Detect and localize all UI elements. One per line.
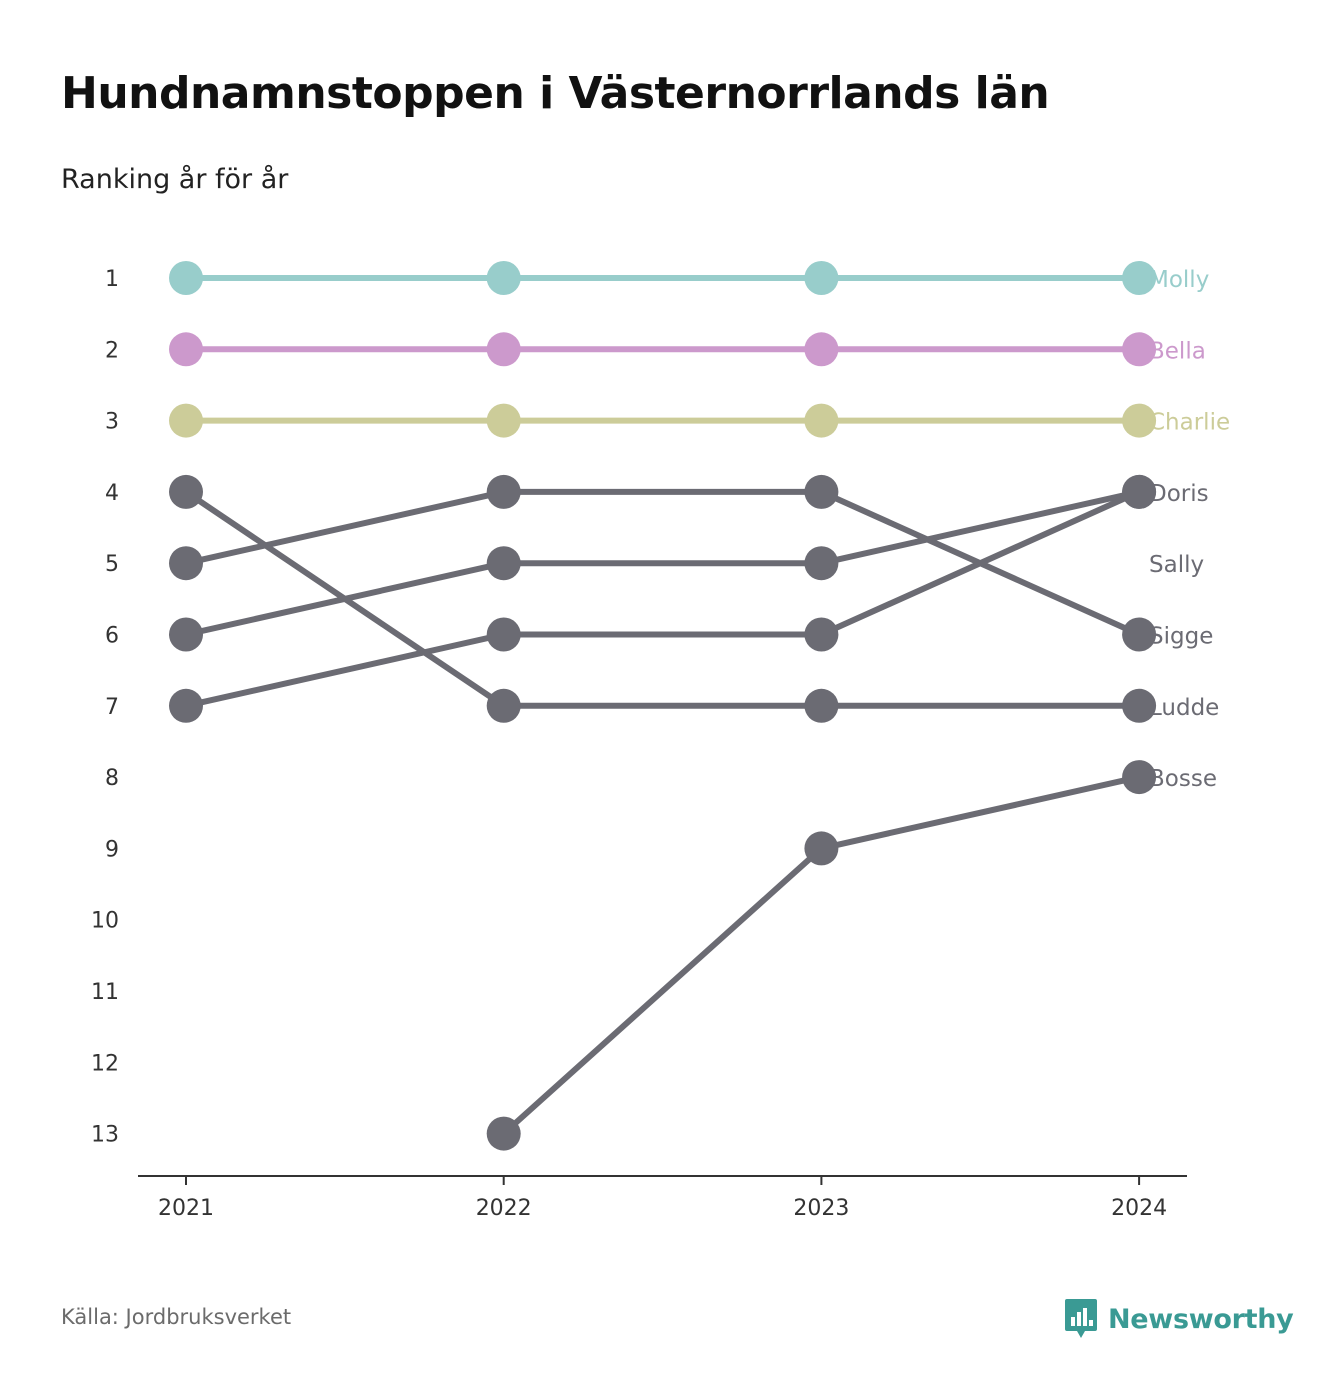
data-point-bella	[486, 332, 521, 367]
bar-chart-speech-bubble-icon	[1065, 1299, 1097, 1338]
data-point-ludde	[486, 688, 521, 723]
brand-logo[interactable]: Newsworthy	[1064, 1298, 1294, 1340]
end-label-bella: Bella	[1149, 338, 1206, 364]
y-tick-label: 12	[91, 1051, 119, 1076]
x-axis: 2021 2022 2023 2024	[138, 1175, 1187, 1221]
y-tick-label: 11	[91, 980, 119, 1005]
y-tick-label: 2	[105, 338, 119, 363]
y-tick-label: 6	[105, 624, 119, 649]
x-tick-label: 2021	[158, 1196, 214, 1221]
series-line-sigge	[183, 488, 1143, 709]
end-label-sigge: Sigge	[1149, 624, 1213, 650]
series-line-bosse	[500, 774, 1143, 1137]
chart-subtitle: Ranking år för år	[61, 164, 289, 195]
data-point-molly	[804, 261, 839, 295]
y-tick-label: 9	[105, 837, 119, 862]
end-labels: Molly Bella Charlie Doris Sally Sigge Ludde Bos…	[1149, 267, 1230, 792]
end-label-ludde: Ludde	[1149, 695, 1219, 721]
data-point-bella	[804, 332, 839, 367]
y-tick-label: 13	[91, 1123, 119, 1148]
y-tick-label: 10	[91, 909, 119, 934]
data-point-bosse	[1122, 760, 1157, 795]
end-label-bosse: Bosse	[1149, 766, 1217, 792]
data-point-charlie	[169, 403, 203, 438]
data-point-bella	[169, 332, 203, 367]
data-point-doris	[804, 474, 839, 509]
data-point-molly	[1122, 261, 1157, 295]
data-point-sally	[169, 617, 203, 652]
data-point-bosse	[486, 1116, 521, 1151]
data-point-ludde	[1122, 688, 1157, 723]
series-line-ludde	[183, 488, 1143, 709]
series-line-sally	[183, 488, 1143, 638]
data-point-doris	[486, 474, 521, 509]
y-tick-label: 3	[105, 410, 119, 435]
data-point-molly	[169, 261, 203, 295]
data-point-bosse	[804, 831, 839, 866]
data-point-sigge	[1122, 474, 1157, 509]
end-label-charlie: Charlie	[1149, 410, 1230, 436]
data-point-bella	[1122, 332, 1157, 367]
x-tick-label: 2024	[1111, 1196, 1167, 1221]
data-point-sally	[486, 546, 521, 581]
data-point-molly	[486, 261, 521, 295]
data-point-doris	[169, 546, 203, 581]
y-tick-label: 8	[105, 766, 119, 791]
series-lines	[183, 275, 1143, 1137]
chart-title: Hundnamnstoppen i Västernorrlands län	[61, 68, 1050, 119]
x-tick-label: 2023	[793, 1196, 849, 1221]
x-tick-label: 2022	[476, 1196, 532, 1221]
data-point-sigge	[169, 688, 203, 723]
end-label-sally: Sally	[1149, 552, 1204, 578]
data-point-sigge	[486, 617, 521, 652]
data-point-sigge	[804, 617, 839, 652]
data-point-ludde	[804, 688, 839, 723]
end-label-doris: Doris	[1149, 481, 1209, 507]
y-tick-label: 7	[105, 695, 119, 720]
data-point-charlie	[1122, 403, 1157, 438]
data-point-ludde	[169, 474, 203, 509]
y-tick-label: 5	[105, 552, 119, 577]
data-point-charlie	[804, 403, 839, 438]
y-tick-label: 1	[105, 267, 119, 292]
data-point-doris	[1122, 617, 1157, 652]
data-point-sally	[804, 546, 839, 581]
end-label-molly: Molly	[1149, 267, 1209, 293]
data-point-charlie	[486, 403, 521, 438]
series-dots	[169, 261, 1157, 1151]
brand-name: Newsworthy	[1108, 1303, 1294, 1335]
y-tick-label: 4	[105, 481, 119, 506]
source-note: Källa: Jordbruksverket	[61, 1305, 292, 1329]
